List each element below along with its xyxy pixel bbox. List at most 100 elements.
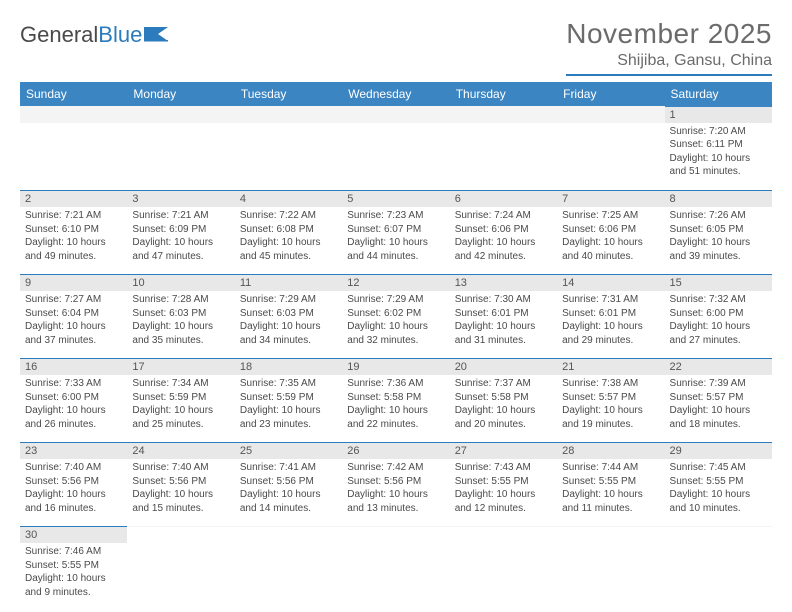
day-number: 19: [342, 359, 449, 375]
day-header: Monday: [127, 82, 234, 107]
day-number: 5: [342, 191, 449, 207]
day-number: 2: [20, 191, 127, 207]
day-content: Sunrise: 7:29 AMSunset: 6:03 PMDaylight:…: [235, 291, 342, 351]
calendar-table: SundayMondayTuesdayWednesdayThursdayFrid…: [20, 82, 772, 611]
calendar-cell: 19Sunrise: 7:36 AMSunset: 5:58 PMDayligh…: [342, 359, 449, 443]
day-content: Sunrise: 7:20 AMSunset: 6:11 PMDaylight:…: [665, 123, 772, 183]
day-content: Sunrise: 7:26 AMSunset: 6:05 PMDaylight:…: [665, 207, 772, 267]
calendar-cell: [20, 107, 127, 191]
day-number: 11: [235, 275, 342, 291]
day-content: Sunrise: 7:37 AMSunset: 5:58 PMDaylight:…: [450, 375, 557, 435]
day-number: 29: [665, 443, 772, 459]
day-number: 26: [342, 443, 449, 459]
day-number: 3: [127, 191, 234, 207]
day-number: 15: [665, 275, 772, 291]
day-content: Sunrise: 7:43 AMSunset: 5:55 PMDaylight:…: [450, 459, 557, 519]
day-number: 18: [235, 359, 342, 375]
calendar-cell: 7Sunrise: 7:25 AMSunset: 6:06 PMDaylight…: [557, 191, 664, 275]
calendar-cell: [557, 107, 664, 191]
day-header: Wednesday: [342, 82, 449, 107]
calendar-cell: 2Sunrise: 7:21 AMSunset: 6:10 PMDaylight…: [20, 191, 127, 275]
day-header: Saturday: [665, 82, 772, 107]
calendar-cell: 21Sunrise: 7:38 AMSunset: 5:57 PMDayligh…: [557, 359, 664, 443]
calendar-cell: 23Sunrise: 7:40 AMSunset: 5:56 PMDayligh…: [20, 443, 127, 527]
day-content: Sunrise: 7:42 AMSunset: 5:56 PMDaylight:…: [342, 459, 449, 519]
calendar-cell: [557, 527, 664, 611]
calendar-cell: 26Sunrise: 7:42 AMSunset: 5:56 PMDayligh…: [342, 443, 449, 527]
calendar-week: 30Sunrise: 7:46 AMSunset: 5:55 PMDayligh…: [20, 527, 772, 611]
day-number: 12: [342, 275, 449, 291]
calendar-cell: 20Sunrise: 7:37 AMSunset: 5:58 PMDayligh…: [450, 359, 557, 443]
calendar-week: 2Sunrise: 7:21 AMSunset: 6:10 PMDaylight…: [20, 191, 772, 275]
day-number: 9: [20, 275, 127, 291]
day-number: 21: [557, 359, 664, 375]
day-content: Sunrise: 7:40 AMSunset: 5:56 PMDaylight:…: [127, 459, 234, 519]
day-content: Sunrise: 7:33 AMSunset: 6:00 PMDaylight:…: [20, 375, 127, 435]
calendar-cell: 12Sunrise: 7:29 AMSunset: 6:02 PMDayligh…: [342, 275, 449, 359]
day-content: Sunrise: 7:27 AMSunset: 6:04 PMDaylight:…: [20, 291, 127, 351]
day-content: Sunrise: 7:40 AMSunset: 5:56 PMDaylight:…: [20, 459, 127, 519]
calendar-cell: 17Sunrise: 7:34 AMSunset: 5:59 PMDayligh…: [127, 359, 234, 443]
day-number: 6: [450, 191, 557, 207]
day-number: 1: [665, 107, 772, 123]
day-number: 13: [450, 275, 557, 291]
calendar-cell: [127, 527, 234, 611]
day-number: 10: [127, 275, 234, 291]
calendar-cell: 9Sunrise: 7:27 AMSunset: 6:04 PMDaylight…: [20, 275, 127, 359]
calendar-cell: [342, 107, 449, 191]
calendar-cell: 30Sunrise: 7:46 AMSunset: 5:55 PMDayligh…: [20, 527, 127, 611]
day-content: Sunrise: 7:34 AMSunset: 5:59 PMDaylight:…: [127, 375, 234, 435]
calendar-cell: 22Sunrise: 7:39 AMSunset: 5:57 PMDayligh…: [665, 359, 772, 443]
calendar-cell: 16Sunrise: 7:33 AMSunset: 6:00 PMDayligh…: [20, 359, 127, 443]
calendar-cell: [450, 107, 557, 191]
day-number: 23: [20, 443, 127, 459]
calendar-cell: [235, 527, 342, 611]
day-content: Sunrise: 7:38 AMSunset: 5:57 PMDaylight:…: [557, 375, 664, 435]
calendar-cell: 3Sunrise: 7:21 AMSunset: 6:09 PMDaylight…: [127, 191, 234, 275]
location: Shijiba, Gansu, China: [566, 52, 772, 76]
calendar-week: 9Sunrise: 7:27 AMSunset: 6:04 PMDaylight…: [20, 275, 772, 359]
day-header-row: SundayMondayTuesdayWednesdayThursdayFrid…: [20, 82, 772, 107]
day-content: Sunrise: 7:30 AMSunset: 6:01 PMDaylight:…: [450, 291, 557, 351]
day-content: Sunrise: 7:39 AMSunset: 5:57 PMDaylight:…: [665, 375, 772, 435]
calendar-week: 23Sunrise: 7:40 AMSunset: 5:56 PMDayligh…: [20, 443, 772, 527]
calendar-cell: 5Sunrise: 7:23 AMSunset: 6:07 PMDaylight…: [342, 191, 449, 275]
calendar-cell: 28Sunrise: 7:44 AMSunset: 5:55 PMDayligh…: [557, 443, 664, 527]
day-number: 22: [665, 359, 772, 375]
calendar-cell: 18Sunrise: 7:35 AMSunset: 5:59 PMDayligh…: [235, 359, 342, 443]
day-number: 16: [20, 359, 127, 375]
calendar-cell: 24Sunrise: 7:40 AMSunset: 5:56 PMDayligh…: [127, 443, 234, 527]
calendar-cell: [342, 527, 449, 611]
day-number: 30: [20, 527, 127, 543]
day-content: Sunrise: 7:44 AMSunset: 5:55 PMDaylight:…: [557, 459, 664, 519]
calendar-cell: 13Sunrise: 7:30 AMSunset: 6:01 PMDayligh…: [450, 275, 557, 359]
calendar-cell: [665, 527, 772, 611]
day-number: 14: [557, 275, 664, 291]
day-content: Sunrise: 7:36 AMSunset: 5:58 PMDaylight:…: [342, 375, 449, 435]
calendar-week: 1Sunrise: 7:20 AMSunset: 6:11 PMDaylight…: [20, 107, 772, 191]
calendar-cell: 4Sunrise: 7:22 AMSunset: 6:08 PMDaylight…: [235, 191, 342, 275]
day-content: Sunrise: 7:25 AMSunset: 6:06 PMDaylight:…: [557, 207, 664, 267]
calendar-cell: 10Sunrise: 7:28 AMSunset: 6:03 PMDayligh…: [127, 275, 234, 359]
calendar-cell: 11Sunrise: 7:29 AMSunset: 6:03 PMDayligh…: [235, 275, 342, 359]
day-content: Sunrise: 7:35 AMSunset: 5:59 PMDaylight:…: [235, 375, 342, 435]
day-content: Sunrise: 7:22 AMSunset: 6:08 PMDaylight:…: [235, 207, 342, 267]
calendar-cell: 29Sunrise: 7:45 AMSunset: 5:55 PMDayligh…: [665, 443, 772, 527]
flag-icon: [144, 22, 170, 48]
logo: GeneralBlue: [20, 18, 170, 48]
day-content: Sunrise: 7:28 AMSunset: 6:03 PMDaylight:…: [127, 291, 234, 351]
day-content: Sunrise: 7:32 AMSunset: 6:00 PMDaylight:…: [665, 291, 772, 351]
logo-text-2: Blue: [98, 22, 142, 48]
day-number: 28: [557, 443, 664, 459]
day-content: Sunrise: 7:29 AMSunset: 6:02 PMDaylight:…: [342, 291, 449, 351]
month-title: November 2025: [566, 18, 772, 50]
day-content: Sunrise: 7:24 AMSunset: 6:06 PMDaylight:…: [450, 207, 557, 267]
day-content: Sunrise: 7:31 AMSunset: 6:01 PMDaylight:…: [557, 291, 664, 351]
day-content: Sunrise: 7:21 AMSunset: 6:09 PMDaylight:…: [127, 207, 234, 267]
calendar-cell: 6Sunrise: 7:24 AMSunset: 6:06 PMDaylight…: [450, 191, 557, 275]
day-number: 24: [127, 443, 234, 459]
day-content: Sunrise: 7:41 AMSunset: 5:56 PMDaylight:…: [235, 459, 342, 519]
calendar-cell: [127, 107, 234, 191]
day-number: 8: [665, 191, 772, 207]
calendar-cell: 27Sunrise: 7:43 AMSunset: 5:55 PMDayligh…: [450, 443, 557, 527]
